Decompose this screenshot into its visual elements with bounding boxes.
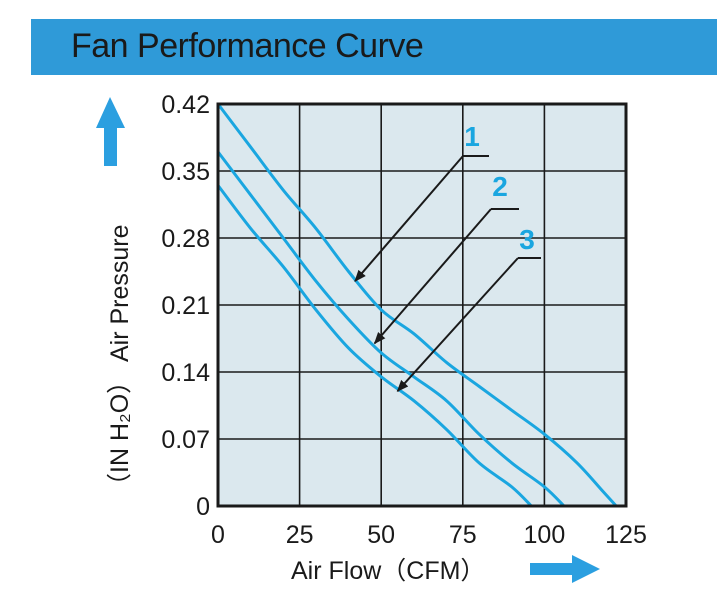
curve-label-1: 1 <box>464 121 480 152</box>
y-tick-label: 0.35 <box>161 158 210 186</box>
plot-frame <box>216 102 628 508</box>
x-tick-label: 100 <box>524 521 566 549</box>
annotation-arrow <box>396 257 519 393</box>
y-tick-label: 0.42 <box>161 91 210 119</box>
x-tick-label: 50 <box>367 521 395 549</box>
x-axis-arrow-head <box>572 555 600 583</box>
y-axis-arrow-head <box>96 97 125 128</box>
x-tick-label: 75 <box>449 521 477 549</box>
title-banner: Fan Performance Curve <box>31 19 717 75</box>
x-tick-label: 25 <box>286 521 314 549</box>
x-tick-label: 125 <box>605 521 647 549</box>
y-axis-label: Air Pressure <box>106 224 134 362</box>
annotation-arrow <box>373 208 492 345</box>
curve-label-3: 3 <box>519 224 535 255</box>
y-axis-unit: （IN H₂O） <box>106 369 134 498</box>
curve-3 <box>216 184 533 508</box>
y-tick-label: 0.14 <box>161 359 210 387</box>
x-axis-label: Air Flow（CFM） <box>291 557 485 585</box>
y-tick-label: 0.21 <box>161 292 210 320</box>
curve-label-2: 2 <box>492 171 508 202</box>
x-axis-arrow-shaft <box>530 563 574 575</box>
curve-2 <box>216 150 566 508</box>
y-tick-label: 0 <box>196 493 210 521</box>
y-tick-label: 0.28 <box>161 225 210 253</box>
y-axis-arrow-shaft <box>104 126 117 166</box>
chart-title: Fan Performance Curve <box>71 27 424 65</box>
annotation-arrow <box>354 155 464 282</box>
curve-1 <box>216 103 618 508</box>
x-tick-label: 0 <box>211 521 225 549</box>
y-tick-label: 0.07 <box>161 426 210 454</box>
